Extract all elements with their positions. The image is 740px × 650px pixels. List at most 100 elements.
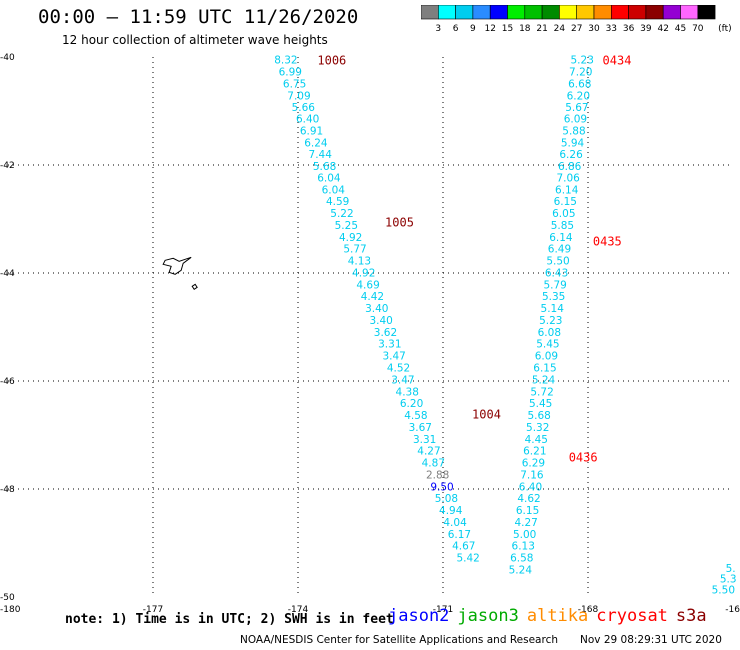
pitt-island-coastline <box>191 283 198 290</box>
wave-height-value: 5.50 <box>546 256 569 268</box>
color-scale-label: 33 <box>606 24 617 34</box>
wave-height-value: 9.50 <box>430 481 453 493</box>
wave-height-value: 6.99 <box>279 67 302 79</box>
wave-height-value: 6.20 <box>400 398 423 410</box>
wave-height-value: 4.04 <box>443 517 467 529</box>
wave-height-value: 6.24 <box>304 137 328 149</box>
color-scale-label: 24 <box>554 24 566 34</box>
wave-height-value: 6.21 <box>523 446 546 458</box>
wave-height-value: 6.14 <box>555 184 579 196</box>
wave-height-value: 6.86 <box>558 161 582 173</box>
wave-height-value: 6.75 <box>283 78 306 90</box>
color-scale-label: 45 <box>675 24 686 34</box>
wave-height-value: 5.3 <box>720 574 737 586</box>
legend-cryosat: cryosat <box>596 606 668 626</box>
wave-height-value: 6.40 <box>519 481 542 493</box>
color-scale-label: 15 <box>502 24 513 34</box>
wave-height-value: 3.62 <box>374 327 397 339</box>
map-subtitle: 12 hour collection of altimeter wave hei… <box>62 33 328 47</box>
latitude-tick-label: -42 <box>0 161 15 171</box>
color-scale-label: 42 <box>657 24 668 34</box>
wave-height-value: 5.50 <box>712 584 735 596</box>
wave-height-value: 2.88 <box>426 469 449 481</box>
wave-height-value: 7.16 <box>520 469 544 481</box>
wave-height-value: 5. <box>726 563 736 575</box>
wave-height-value: 3.47 <box>391 374 414 386</box>
wave-height-value: 3.67 <box>409 422 432 434</box>
wave-height-value: 6.09 <box>535 351 558 363</box>
wave-height-value: 4.69 <box>356 279 379 291</box>
wave-height-value: 6.04 <box>317 172 341 184</box>
wave-height-value: 6.05 <box>552 208 575 220</box>
longitude-tick-label: -16 <box>725 605 740 615</box>
chatham-island-coastline <box>162 256 192 275</box>
legend-s3a: s3a <box>675 606 707 626</box>
wave-height-value: 6.15 <box>516 505 539 517</box>
wave-height-value: 5.14 <box>541 303 565 315</box>
pass-time-label: 0435 <box>593 235 622 249</box>
wave-height-value: 5.08 <box>435 493 458 505</box>
wave-height-value: 6.58 <box>510 553 533 565</box>
wave-height-value: 4.27 <box>417 446 440 458</box>
wave-height-value: 5.85 <box>551 220 574 232</box>
wave-height-value: 6.14 <box>549 232 573 244</box>
wave-height-value: 6.04 <box>322 184 346 196</box>
wave-height-value: 4.42 <box>361 291 384 303</box>
satellite-legend: jason2 jason3 altika cryosat s3a <box>388 606 715 626</box>
color-swatch <box>697 5 716 20</box>
wave-height-value: 7.20 <box>569 67 592 79</box>
wave-height-value: 6.20 <box>567 90 590 102</box>
latitude-tick-label: -40 <box>0 53 15 63</box>
color-scale-unit: (ft) <box>718 24 731 34</box>
color-scale-label: 18 <box>519 24 531 34</box>
credit-line: NOAA/NESDIS Center for Satellite Applica… <box>240 634 558 646</box>
pass-time-label: 0436 <box>569 451 598 465</box>
pass-time-label: 0434 <box>603 54 632 68</box>
wave-height-value: 5.42 <box>456 553 479 565</box>
legend-jason2: jason2 <box>388 606 450 626</box>
wave-height-value: 4.45 <box>525 434 548 446</box>
wave-height-value: 4.27 <box>514 517 537 529</box>
longitude-tick-label: -168 <box>578 605 599 615</box>
wave-height-value: 4.13 <box>348 256 371 268</box>
legend-altika: altika <box>526 606 589 626</box>
wave-height-value: 5.79 <box>543 279 566 291</box>
wave-height-value: 7.06 <box>556 172 580 184</box>
wave-height-value: 6.68 <box>568 78 591 90</box>
color-scale-label: 30 <box>588 24 600 34</box>
wave-height-value: 6.08 <box>538 327 561 339</box>
wave-height-value: 4.92 <box>339 232 362 244</box>
latitude-tick-label: -48 <box>0 485 15 495</box>
wave-height-value: 6.13 <box>512 541 535 553</box>
wave-height-value: 5.32 <box>526 422 549 434</box>
longitude-tick-label: -177 <box>143 605 163 615</box>
wave-height-value: 6.09 <box>564 114 587 126</box>
wave-height-value: 5.23 <box>539 315 562 327</box>
wave-height-value: 6.49 <box>548 244 571 256</box>
wave-height-value: 3.47 <box>382 351 405 363</box>
wave-height-value: 5.24 <box>532 374 556 386</box>
wave-height-value: 3.40 <box>365 303 388 315</box>
wave-height-value: 6.29 <box>522 458 545 470</box>
wave-height-value: 5.22 <box>330 208 353 220</box>
wave-height-value: 5.72 <box>530 386 553 398</box>
color-scale-label: 3 <box>435 24 441 34</box>
wave-height-value: 5.66 <box>292 102 316 114</box>
wave-height-value: 5.25 <box>335 220 358 232</box>
units-note: note: 1) Time is in UTC; 2) SWH is in fe… <box>65 612 394 627</box>
wave-height-value: 5.68 <box>313 161 336 173</box>
color-scale-label: 21 <box>536 24 547 34</box>
wave-height-value: 8.32 <box>274 55 297 67</box>
wave-height-value: 6.17 <box>448 529 471 541</box>
wave-height-value: 4.87 <box>422 458 445 470</box>
color-scale-label: 39 <box>640 24 652 34</box>
longitude-tick-label: -180 <box>0 605 21 615</box>
wave-height-value: 5.45 <box>536 339 559 351</box>
wave-height-value: 6.15 <box>554 196 577 208</box>
color-scale-label: 6 <box>453 24 459 34</box>
legend-jason3: jason3 <box>457 606 519 626</box>
wave-height-value: 5.77 <box>343 244 366 256</box>
color-scale-bar: 3 6 9 12 15 18 21 24 27 30 33 36 39 42 45 70 (ft) <box>421 5 731 34</box>
latitude-tick-label: -44 <box>0 269 15 279</box>
